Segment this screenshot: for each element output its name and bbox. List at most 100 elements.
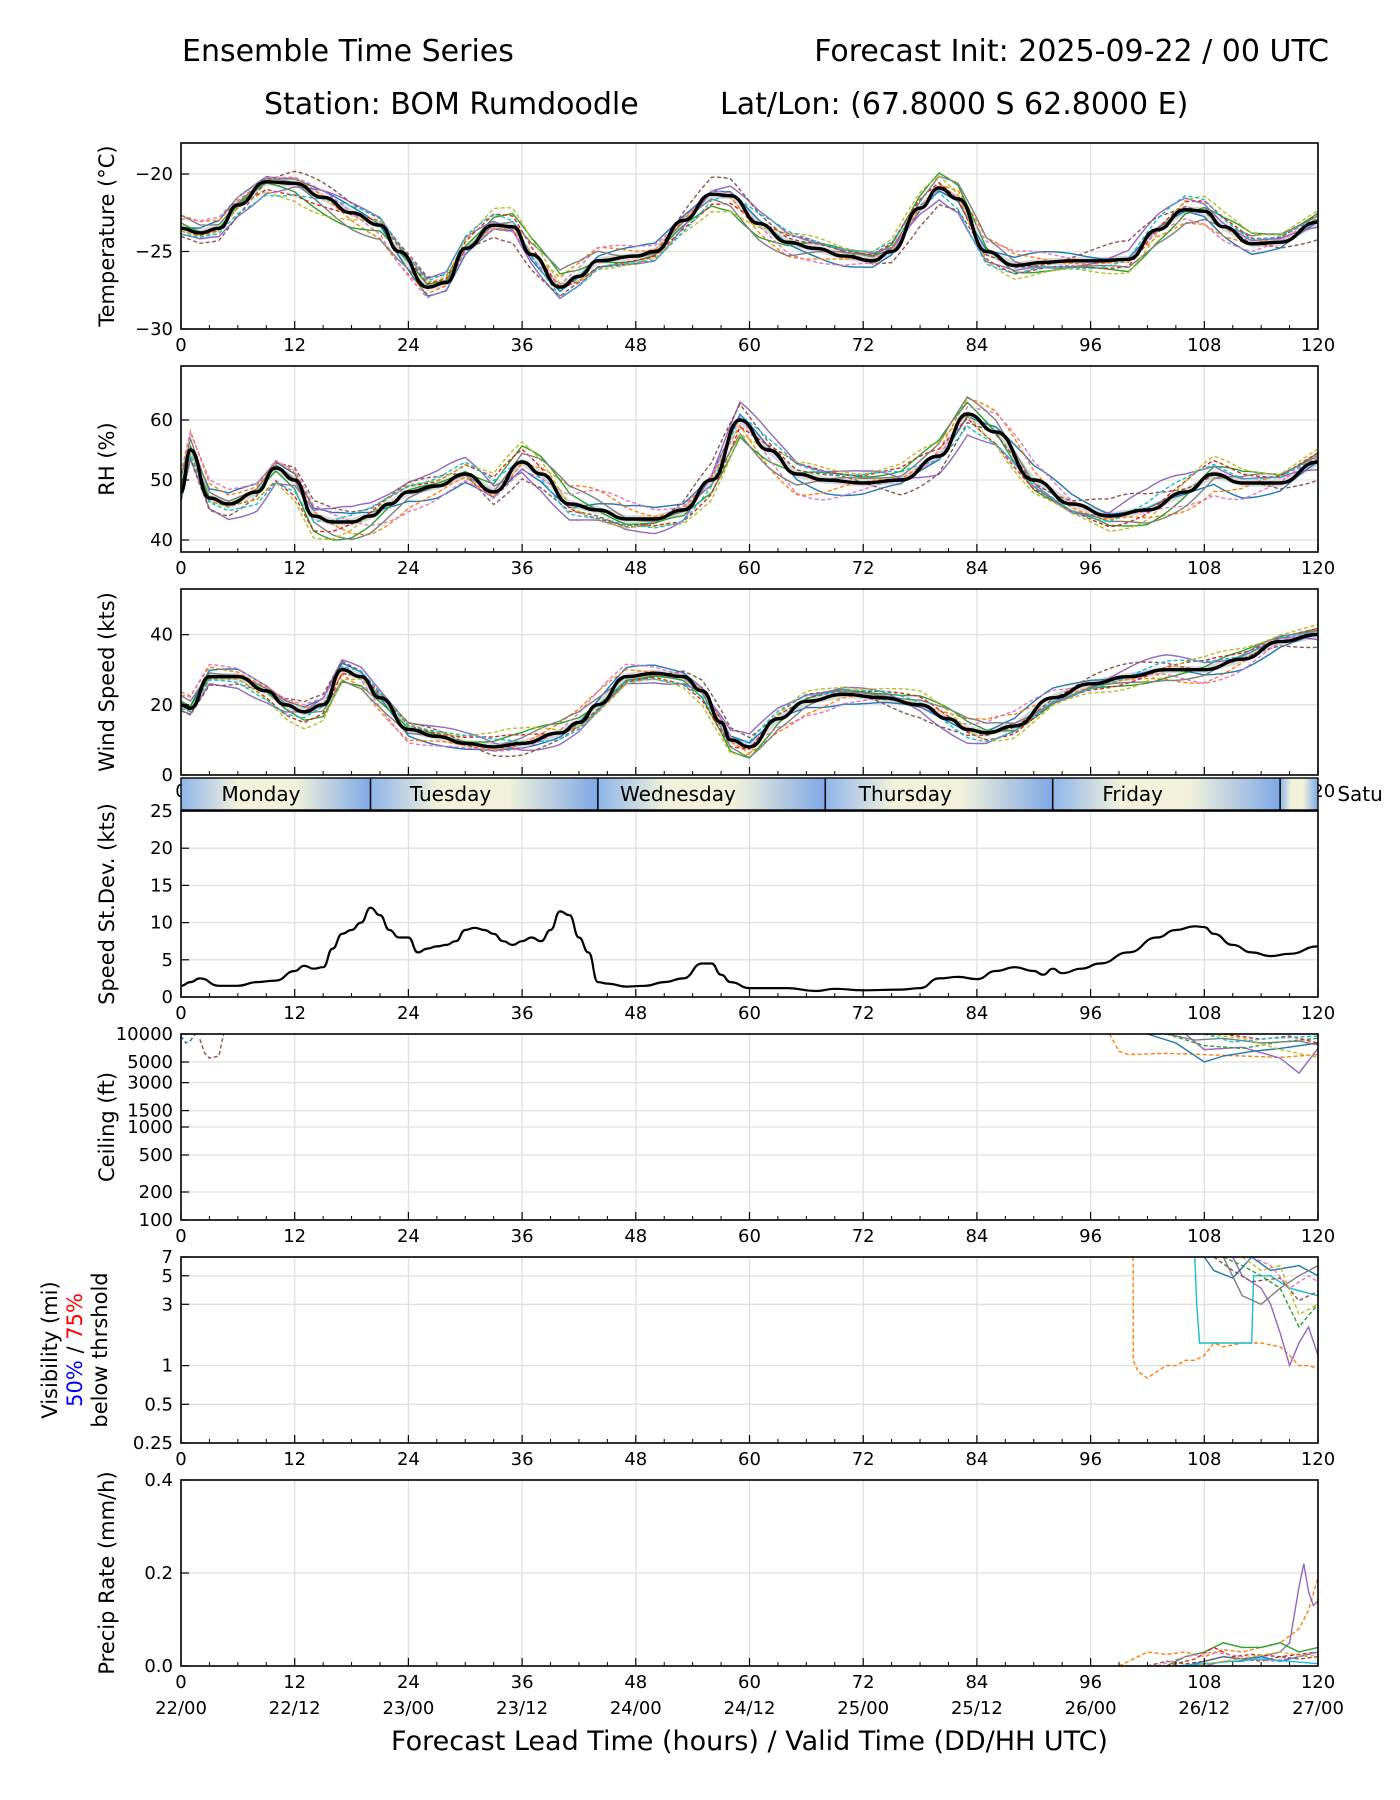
x-tick-label: 84 [965, 1672, 988, 1693]
x-tick-label: 12 [283, 1449, 306, 1470]
ensemble-member-line [1175, 1658, 1319, 1667]
ensemble-member-line [180, 417, 1319, 533]
x-tick-label: 24 [397, 335, 420, 356]
ensemble-member-line [180, 400, 1319, 535]
panel-ceiling: 0 12 24 36 48 60 72 84 96 108 120 100 200 500 10001500… [95, 1024, 1335, 1247]
x-tick-label: 84 [965, 558, 988, 579]
x-tick-label: 0 [175, 1449, 186, 1470]
ensemble-member-line [180, 177, 1319, 295]
x-tick-label: 48 [624, 1226, 647, 1247]
x-tick-label: 0 [175, 1003, 186, 1024]
day-label: Tuesday [409, 782, 492, 806]
chart-title-right: Forecast Init: 2025-09-22 / 00 UTC [814, 34, 1329, 69]
x-tick-label: 84 [965, 335, 988, 356]
x-tick-label: 60 [738, 1226, 761, 1247]
ensemble-member-line [180, 185, 1319, 300]
ensemble-member-line [1251, 1256, 1319, 1290]
y-tick-label: 1 [162, 1356, 173, 1377]
y-tick-label: 200 [139, 1182, 173, 1203]
day-band-frame [180, 777, 1319, 811]
y-tick-label: 3000 [127, 1073, 173, 1094]
panel-visibility: 0 12 24 36 48 60 72 84 96 108 120 0.25 0.5 1 3 57 Visibi… [38, 1247, 1335, 1470]
x-tick-label: 0 [175, 1672, 186, 1693]
valid-time-label: 24/00 [610, 1698, 662, 1719]
x-tick-label: 60 [738, 558, 761, 579]
panel-precip: 0 12 24 36 48 60 72 84 96 108 120 0.0 0.2 0.4 Precip R… [95, 1470, 1335, 1693]
median-line [179, 412, 1319, 524]
median-line [180, 906, 1319, 993]
valid-time-label: 23/12 [496, 1698, 548, 1719]
y-tick-label: −30 [135, 319, 173, 340]
valid-time-label: 26/12 [1178, 1698, 1230, 1719]
x-axis-label: Forecast Lead Time (hours) / Valid Time … [391, 1726, 1108, 1757]
latlon-label: Lat/Lon: (67.8000 S 62.8000 E) [720, 87, 1189, 122]
threshold-label-part: 75% [63, 1293, 87, 1340]
threshold-label-part: / [63, 1340, 87, 1360]
x-tick-label: 36 [511, 1449, 534, 1470]
x-tick-label: 48 [624, 1672, 647, 1693]
ensemble-member-line [1118, 1577, 1319, 1667]
y-tick-label: 5000 [127, 1052, 173, 1073]
day-segment [1280, 778, 1318, 810]
ensemble-member-line [1223, 1256, 1319, 1329]
day-label: Satu [1337, 782, 1382, 806]
x-tick-label: 120 [1301, 335, 1335, 356]
ensemble-member-line [1222, 1256, 1319, 1306]
ensemble-member-line [1166, 1033, 1319, 1050]
x-tick-label: 96 [1079, 1672, 1102, 1693]
day-label: Monday [222, 782, 301, 806]
x-tick-label: 24 [397, 1672, 420, 1693]
y-tick-label: 0 [162, 765, 173, 786]
x-tick-label: 108 [1187, 335, 1221, 356]
panel-wind: 0122436486072849610812002040Wind Speed (… [95, 588, 1335, 802]
x-tick-label: 12 [283, 558, 306, 579]
x-tick-label: 48 [624, 1449, 647, 1470]
x-tick-label: 108 [1187, 1003, 1221, 1024]
valid-time-label: 27/00 [1292, 1698, 1344, 1719]
ensemble-member-line [180, 170, 1319, 298]
median-line [180, 180, 1319, 289]
x-tick-label: 12 [283, 335, 306, 356]
day-segment [825, 778, 1053, 810]
y-tick-label: 3 [162, 1294, 173, 1315]
x-tick-label: 84 [965, 1449, 988, 1470]
y-tick-label: −25 [135, 242, 173, 263]
y-tick-label: 0.5 [144, 1394, 173, 1415]
y-axis-label: Wind Speed (kts) [95, 592, 119, 772]
day-segment [597, 778, 826, 810]
x-tick-label: 60 [738, 1449, 761, 1470]
ensemble-member-line [1204, 1033, 1319, 1043]
day-band: Monday Tuesday Wednesday Thursday Friday Satu [180, 777, 1383, 811]
x-tick-label: 36 [511, 335, 534, 356]
valid-time-label: 26/00 [1065, 1698, 1117, 1719]
valid-time-label: 24/12 [724, 1698, 776, 1719]
x-tick-label: 48 [624, 1003, 647, 1024]
valid-time-label: 25/00 [837, 1698, 889, 1719]
x-tick-label: 72 [852, 1449, 875, 1470]
x-tick-label: 72 [852, 335, 875, 356]
y-tick-label: 100 [139, 1210, 173, 1231]
y-tick-label: 60 [150, 410, 173, 431]
x-tick-label: 72 [852, 1003, 875, 1024]
ensemble-member-line [180, 403, 1319, 528]
y-tick-label: 10000 [116, 1024, 173, 1045]
x-tick-label: 72 [852, 1672, 875, 1693]
x-tick-label: 108 [1187, 1449, 1221, 1470]
y-tick-label: 0.0 [144, 1656, 173, 1677]
x-tick-label: 96 [1079, 558, 1102, 579]
x-tick-label: 60 [738, 1672, 761, 1693]
x-tick-label: 84 [965, 1003, 988, 1024]
y-tick-label: 1000 [127, 1117, 173, 1138]
ensemble-member-line [1108, 1033, 1319, 1059]
y-tick-label: 5 [162, 1266, 173, 1287]
y-tick-label: 20 [150, 838, 173, 859]
y-tick-label: 0.2 [144, 1563, 173, 1584]
x-tick-label: 48 [624, 558, 647, 579]
y-tick-label: 20 [150, 695, 173, 716]
station-label: Station: BOM Rumdoodle [264, 87, 639, 122]
ensemble-member-line [1166, 1646, 1319, 1667]
x-tick-label: 108 [1187, 1672, 1221, 1693]
x-tick-label: 96 [1079, 335, 1102, 356]
day-segment [370, 778, 598, 810]
ensemble-member-line [1166, 1033, 1319, 1046]
